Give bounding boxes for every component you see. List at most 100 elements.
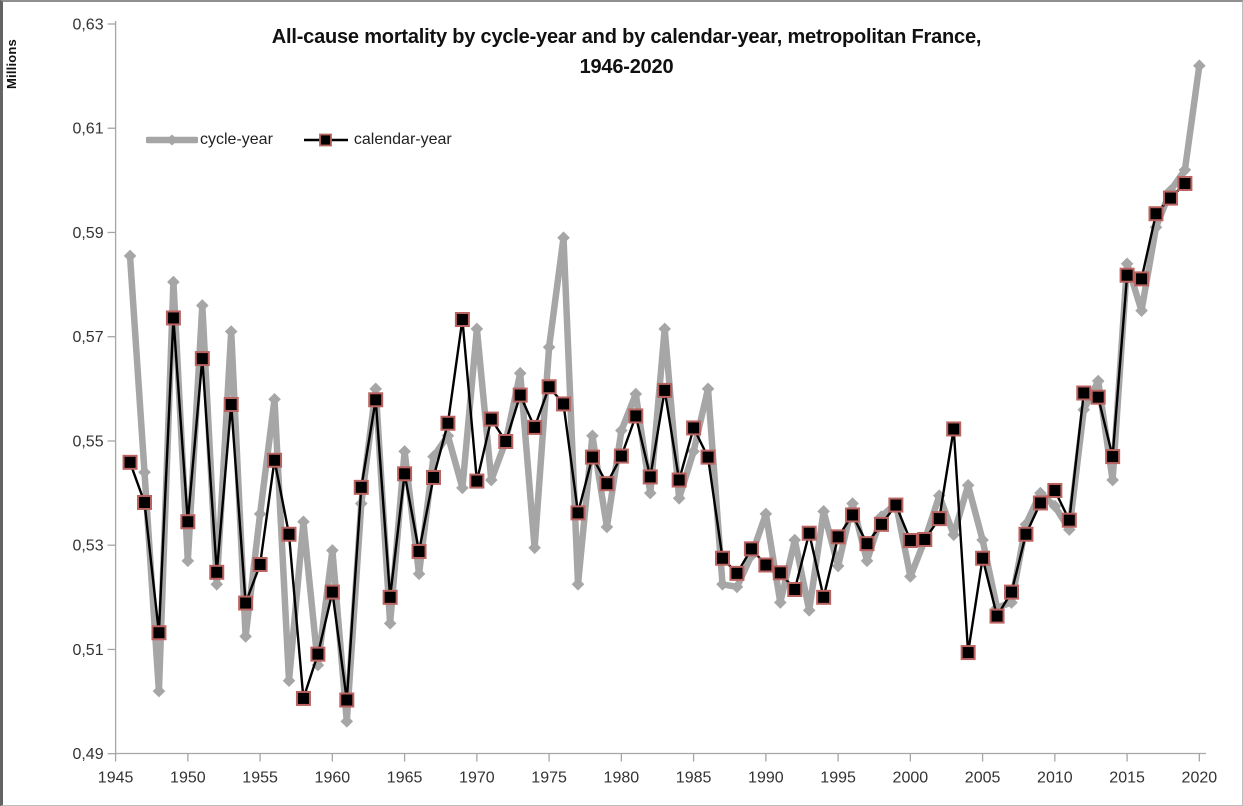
diamond-marker — [152, 684, 166, 698]
diamond-marker — [615, 424, 628, 437]
square-marker — [324, 584, 340, 600]
diamond-marker — [643, 486, 657, 500]
y-axis-ticks: 0,63 0,61 0,59 0,57 0,55 0,53 0,51 0,49 — [72, 17, 116, 763]
square-marker — [1076, 385, 1092, 401]
diamond-marker — [412, 567, 426, 581]
square-marker — [772, 565, 788, 581]
x-tick-label: 2020 — [1182, 770, 1218, 787]
square-marker — [830, 529, 846, 545]
square-marker — [671, 472, 687, 488]
x-tick-label: 1970 — [459, 770, 495, 787]
diamond-marker — [716, 577, 729, 591]
y-tick-label: 0,59 — [72, 225, 103, 242]
diamond-marker — [528, 541, 541, 555]
x-tick-label: 1965 — [387, 770, 423, 787]
square-marker — [382, 589, 398, 605]
square-marker — [137, 494, 152, 510]
square-marker — [975, 550, 991, 566]
square-marker — [397, 466, 413, 482]
square-marker — [252, 556, 268, 572]
diamond-marker — [485, 473, 498, 487]
y-tick-label: 0,57 — [72, 329, 103, 346]
y-tick-label: 0,63 — [72, 17, 103, 34]
diamond-marker — [932, 489, 946, 502]
y-tick-label: 0,55 — [72, 433, 103, 450]
x-tick-label: 2015 — [1109, 770, 1145, 787]
square-marker — [165, 310, 181, 326]
square-marker — [642, 469, 658, 485]
x-tick-label: 1960 — [315, 770, 351, 787]
square-marker — [512, 387, 528, 403]
square-marker — [989, 608, 1005, 624]
diamond-marker — [961, 478, 975, 492]
diamond-marker — [774, 596, 787, 609]
diamond-marker — [831, 559, 845, 573]
diamond-marker — [1135, 304, 1148, 317]
diamond-marker — [1048, 499, 1062, 513]
diamond-marker — [326, 544, 339, 557]
diamond-marker — [672, 491, 686, 505]
diamond-marker — [1091, 374, 1105, 388]
square-marker — [151, 625, 167, 641]
y-tick-label: 0,61 — [72, 121, 103, 138]
square-marker — [743, 541, 759, 557]
square-marker — [1047, 482, 1063, 498]
cycle-year-line-marker-icon — [146, 132, 198, 148]
square-marker — [281, 526, 297, 542]
diamond-marker — [398, 445, 411, 458]
axes — [114, 21, 1206, 755]
square-marker — [657, 382, 673, 398]
square-marker — [931, 511, 947, 527]
diamond-marker — [802, 604, 816, 617]
diamond-marker — [456, 481, 469, 495]
y-tick-label: 0,49 — [72, 746, 103, 763]
diamond-marker — [687, 445, 700, 458]
diamond-marker — [210, 577, 224, 591]
square-marker — [700, 449, 716, 465]
diamond-marker — [297, 515, 310, 529]
diamond-marker — [181, 554, 195, 568]
square-marker — [613, 448, 629, 464]
diamond-marker — [1077, 403, 1091, 416]
square-marker — [209, 564, 225, 580]
legend-item-cycle-year: cycle-year — [146, 131, 273, 149]
diamond-marker — [123, 249, 137, 263]
diamond-marker — [513, 366, 527, 380]
square-marker — [917, 531, 933, 547]
x-axis-ticks: 1945 1950 1955 1960 1965 1970 1975 1980 1985 1990… — [98, 753, 1218, 787]
square-marker — [758, 557, 774, 573]
diamond-marker — [542, 340, 556, 354]
diamond-marker — [846, 497, 859, 510]
square-marker — [194, 351, 210, 367]
diamond-marker — [253, 507, 267, 521]
diamond-marker — [586, 429, 599, 443]
square-marker — [440, 415, 456, 431]
square-marker — [1177, 175, 1193, 191]
diamond-marker — [239, 630, 252, 643]
square-marker — [483, 411, 499, 427]
diamond-marker — [600, 520, 614, 534]
square-marker — [411, 543, 427, 559]
square-marker — [339, 692, 355, 708]
square-marker — [1004, 584, 1019, 600]
square-marker — [469, 473, 485, 489]
square-marker — [1090, 389, 1106, 405]
square-marker — [902, 533, 918, 549]
diamond-marker — [167, 275, 180, 289]
square-marker — [628, 408, 644, 424]
square-marker — [353, 479, 369, 495]
diamond-marker — [441, 429, 455, 443]
square-marker — [1119, 267, 1135, 283]
x-tick-label: 1955 — [242, 770, 278, 787]
diamond-marker — [860, 554, 874, 568]
diamond-marker — [224, 325, 238, 338]
chart-title-line2: 1946-2020 — [579, 56, 674, 78]
square-marker — [310, 646, 326, 662]
x-tick-label: 1945 — [98, 770, 134, 787]
diamond-marker — [759, 507, 773, 521]
square-marker — [527, 419, 543, 435]
square-marker — [122, 454, 138, 470]
square-marker — [541, 379, 557, 395]
square-marker — [238, 595, 254, 611]
